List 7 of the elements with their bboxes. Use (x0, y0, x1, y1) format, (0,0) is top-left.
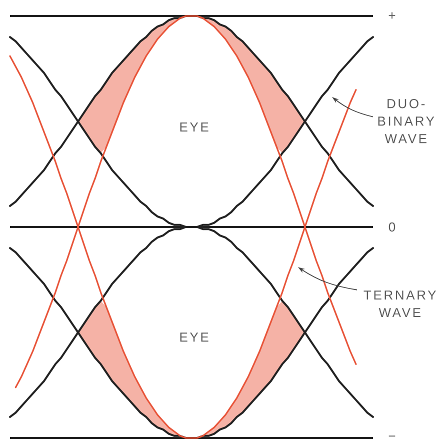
text: DUO-BINARY WAVE (378, 99, 434, 144)
ref-line-label: + (388, 12, 396, 19)
annotation: EYE (180, 122, 208, 132)
annotation: TERNARY WAVE (364, 290, 436, 318)
annotation: EYE (180, 332, 208, 342)
ref-line-label: − (388, 436, 396, 437)
ref-line-label: 0 (388, 222, 396, 232)
